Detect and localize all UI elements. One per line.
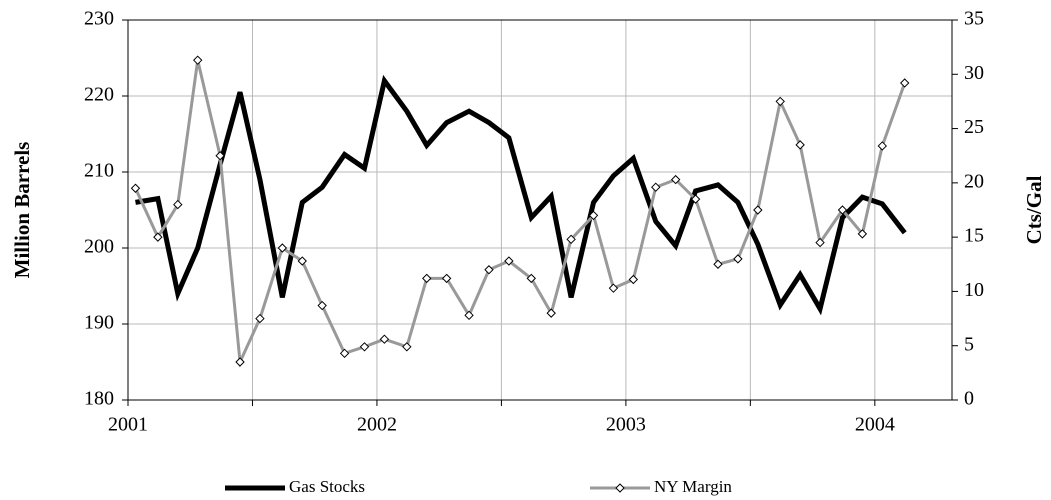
y2-tick-label: 25 bbox=[964, 116, 984, 138]
marker bbox=[504, 256, 514, 266]
marker bbox=[690, 194, 701, 204]
y2-tick-label: 0 bbox=[964, 388, 974, 410]
marker bbox=[588, 210, 599, 221]
marker bbox=[857, 229, 868, 239]
marker bbox=[899, 78, 910, 88]
marker bbox=[153, 232, 163, 242]
y2-tick-label: 30 bbox=[964, 62, 984, 84]
x-tick-label: 2004 bbox=[855, 414, 895, 436]
marker bbox=[339, 348, 350, 359]
y-tick-label: 220 bbox=[84, 84, 114, 106]
marker bbox=[795, 140, 805, 150]
marker bbox=[317, 300, 327, 311]
marker bbox=[753, 205, 763, 215]
marker bbox=[877, 141, 888, 151]
y2-tick-label: 10 bbox=[964, 279, 984, 301]
y2-axis-label: Cts/Gal bbox=[1022, 175, 1046, 244]
y-axis-label: Million Barrels bbox=[10, 142, 34, 279]
marker bbox=[173, 199, 183, 210]
marker bbox=[815, 237, 825, 248]
y-tick-label: 180 bbox=[84, 388, 114, 410]
y2-tick-label: 15 bbox=[964, 225, 984, 247]
marker bbox=[775, 96, 785, 107]
y-tick-label: 210 bbox=[84, 160, 114, 182]
x-tick-label: 2002 bbox=[357, 414, 397, 436]
marker bbox=[464, 310, 474, 321]
y-tick-label: 230 bbox=[84, 8, 114, 30]
marker bbox=[608, 283, 619, 293]
marker bbox=[215, 151, 225, 161]
series-line bbox=[135, 74, 907, 316]
marker bbox=[441, 273, 452, 284]
x-tick-label: 2001 bbox=[108, 414, 148, 436]
marker bbox=[837, 205, 848, 215]
marker bbox=[651, 182, 661, 192]
marker bbox=[379, 334, 390, 344]
y-tick-label: 190 bbox=[84, 312, 114, 334]
marker bbox=[566, 234, 576, 245]
y2-tick-label: 5 bbox=[964, 333, 974, 355]
legend-label: NY Margin bbox=[654, 477, 732, 496]
legend-label: Gas Stocks bbox=[289, 477, 365, 496]
x-tick-label: 2003 bbox=[606, 414, 646, 436]
marker bbox=[484, 265, 494, 275]
series-line bbox=[134, 59, 907, 368]
plot-frame bbox=[127, 19, 953, 401]
y2-tick-label: 20 bbox=[964, 170, 984, 192]
marker bbox=[235, 357, 245, 367]
marker bbox=[713, 259, 723, 269]
marker bbox=[670, 174, 681, 185]
marker bbox=[255, 313, 265, 324]
marker bbox=[359, 342, 370, 352]
marker bbox=[130, 183, 141, 193]
legend-marker bbox=[615, 483, 625, 493]
marker bbox=[402, 342, 412, 352]
marker bbox=[192, 55, 203, 65]
marker bbox=[297, 256, 307, 266]
y-tick-label: 200 bbox=[84, 236, 114, 258]
marker bbox=[546, 308, 556, 318]
y2-tick-label: 35 bbox=[964, 8, 984, 30]
marker bbox=[422, 273, 432, 284]
marker bbox=[628, 274, 639, 285]
marker bbox=[277, 243, 288, 253]
marker bbox=[733, 254, 743, 264]
marker bbox=[526, 273, 536, 284]
